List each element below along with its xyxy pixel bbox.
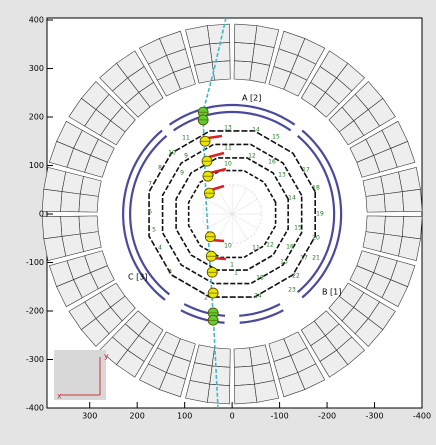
hit-label: 3 — [168, 269, 172, 276]
calo-cell — [366, 216, 385, 234]
hit-label: 18 — [312, 185, 320, 192]
calo-cell — [384, 216, 404, 236]
y-tick-label: 0 — [39, 210, 44, 219]
hit-label: 19 — [316, 211, 324, 218]
event-display: y x 131415111011121691017891318714196155… — [0, 0, 436, 445]
hit-label: 16 — [268, 159, 276, 166]
y-tick-label: 200 — [29, 113, 44, 122]
x-tick-label: -300 — [365, 412, 383, 421]
y-tick-label: -200 — [26, 307, 44, 316]
calo-cell — [234, 42, 254, 62]
hit-label: 18 — [256, 275, 264, 282]
hit-label: 14 — [288, 195, 296, 202]
y-tick-label: 400 — [29, 16, 44, 25]
calo-cell — [212, 61, 230, 80]
calo-cell — [60, 192, 80, 212]
hit-label: 11 — [182, 135, 190, 142]
calo-cell — [79, 216, 98, 234]
calo-cell — [207, 24, 229, 44]
calo-cell — [402, 216, 422, 238]
hit-label: 1 — [234, 270, 238, 277]
calo-cell — [207, 384, 229, 404]
calo-cell — [255, 380, 279, 402]
hit-label: 20 — [312, 235, 320, 242]
detector-label: A [2] — [242, 94, 261, 103]
hit-label: 9 — [184, 153, 188, 160]
y-tick-label: -400 — [26, 404, 44, 413]
x-tick-label: -200 — [318, 412, 336, 421]
calo-cell — [384, 192, 404, 212]
hit-label: 8 — [158, 165, 162, 172]
hit-label: 5 — [152, 227, 156, 234]
hit-label: 16 — [286, 244, 294, 251]
x-tick-label: 0 — [230, 412, 235, 421]
axis-icon-box — [54, 350, 106, 400]
hit-label: 23 — [288, 287, 296, 294]
hit-label: 17 — [302, 167, 310, 174]
calo-cell — [186, 26, 210, 48]
axis-icon: y x — [54, 350, 109, 401]
hit-label: 15 — [272, 134, 280, 141]
hit-label: 12 — [266, 242, 274, 249]
y-tick-label: 100 — [29, 161, 44, 170]
hit-label: 12 — [248, 153, 256, 160]
x-tick-label: 100 — [177, 412, 192, 421]
hit-label: 11 — [252, 245, 260, 252]
calo-cell — [186, 380, 210, 402]
calo-cell — [255, 26, 279, 48]
detector-label: B [1] — [322, 288, 341, 297]
hit-label: 11 — [224, 145, 232, 152]
calo-cell — [42, 189, 62, 211]
calo-cell — [44, 167, 66, 191]
hit-label: 13 — [278, 172, 286, 179]
x-tick-label: -100 — [271, 412, 289, 421]
hit-label: 1 — [230, 262, 234, 269]
hit-label: 6 — [148, 209, 152, 216]
hit-label: 9 — [180, 170, 184, 177]
calo-cell — [42, 216, 62, 238]
hit-label: 24 — [254, 293, 262, 300]
hit-label: 10 — [168, 150, 176, 157]
calo-cell — [234, 366, 254, 386]
calo-cell — [366, 194, 385, 212]
hit-label: 17 — [300, 255, 308, 262]
hit-label: 7 — [148, 181, 152, 188]
x-tick-label: 200 — [130, 412, 145, 421]
hit-label: 13 — [224, 125, 232, 132]
calo-cell — [234, 61, 252, 80]
axis-icon-x-label: x — [57, 392, 62, 401]
hit-label: 10 — [224, 161, 232, 168]
x-tick-label: -400 — [413, 412, 431, 421]
hit-label: 22 — [292, 273, 300, 280]
calo-cell — [79, 194, 98, 212]
calo-cell — [399, 236, 421, 260]
calo-cell — [44, 236, 66, 260]
axis-icon-y-label: y — [104, 352, 109, 361]
y-tick-label: -300 — [26, 355, 44, 364]
y-tick-label: -100 — [26, 258, 44, 267]
hit-label: 21 — [312, 255, 320, 262]
calo-cell — [399, 167, 421, 191]
calo-cell — [210, 366, 230, 386]
hit-label: 2 — [204, 295, 208, 302]
calo-cell — [235, 384, 257, 404]
x-tick-label: 300 — [82, 412, 97, 421]
hit-label: 15 — [294, 225, 302, 232]
calo-cell — [235, 24, 257, 44]
calo-cell — [60, 216, 80, 236]
hit-label: 13 — [280, 259, 288, 266]
calo-cell — [402, 189, 422, 211]
y-tick-label: 300 — [29, 64, 44, 73]
hit-label: 4 — [158, 245, 162, 252]
hit-label: 14 — [252, 127, 260, 134]
calo-cell — [234, 348, 252, 367]
hit-label: 10 — [224, 243, 232, 250]
detector-label: C [3] — [128, 273, 147, 282]
